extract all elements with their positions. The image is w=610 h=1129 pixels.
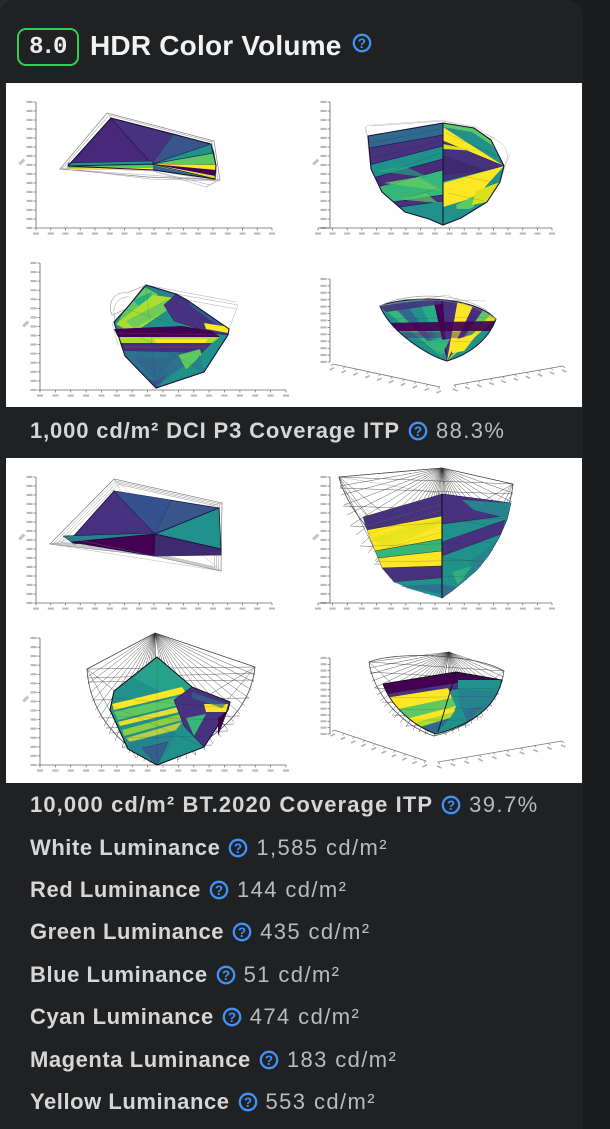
svg-text:?: ? — [265, 1052, 273, 1067]
svg-text:?: ? — [234, 840, 242, 855]
svg-text:?: ? — [222, 968, 230, 983]
svg-text:?: ? — [414, 424, 422, 439]
svg-text:?: ? — [447, 798, 455, 813]
svg-text:?: ? — [243, 1095, 251, 1110]
svg-text:?: ? — [228, 1010, 236, 1025]
svg-text:?: ? — [215, 883, 223, 898]
svg-text:?: ? — [238, 925, 246, 940]
svg-text:?: ? — [357, 36, 365, 51]
